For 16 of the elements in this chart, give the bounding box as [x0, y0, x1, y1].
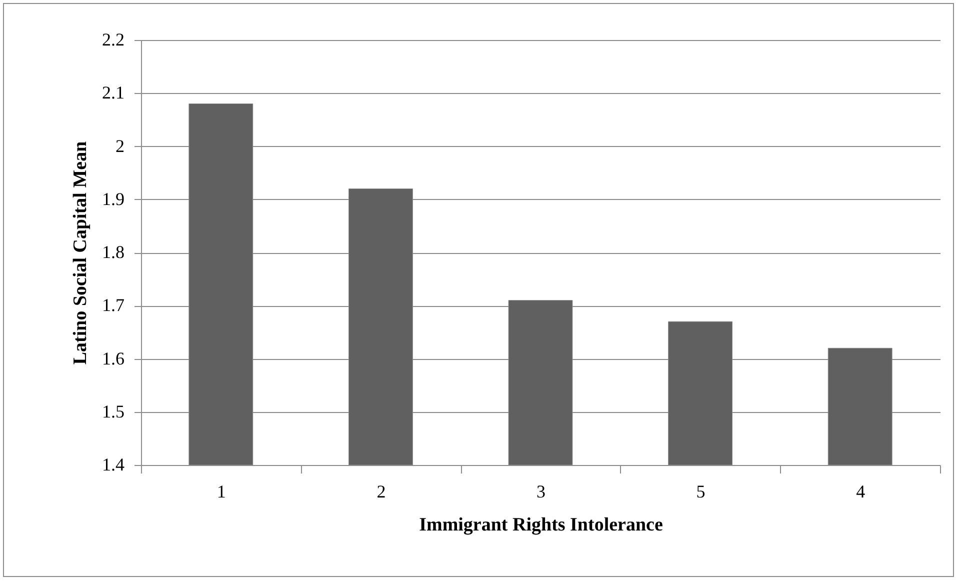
y-tick-label: 1.9 [102, 188, 124, 209]
x-axis-title: Immigrant Rights Intolerance [419, 514, 663, 536]
y-tick-label: 1.8 [102, 242, 124, 262]
x-tick-label: 2 [376, 482, 386, 502]
y-tick-label: 2.2 [102, 30, 124, 50]
x-tick-label: 4 [856, 482, 866, 502]
y-axis-title: Latino Social Capital Mean [70, 140, 91, 365]
x-tick-label: 3 [536, 482, 546, 502]
y-tick-label: 1.5 [102, 401, 124, 422]
x-tick-label: 5 [696, 482, 706, 502]
y-tick-label: 1.7 [102, 295, 124, 316]
y-tick-label: 2.1 [102, 82, 124, 103]
x-tick-label: 1 [216, 482, 226, 502]
y-tick-label: 1.4 [102, 454, 124, 474]
y-tick-label: 1.6 [102, 348, 124, 368]
y-tick-label: 2 [116, 136, 124, 156]
